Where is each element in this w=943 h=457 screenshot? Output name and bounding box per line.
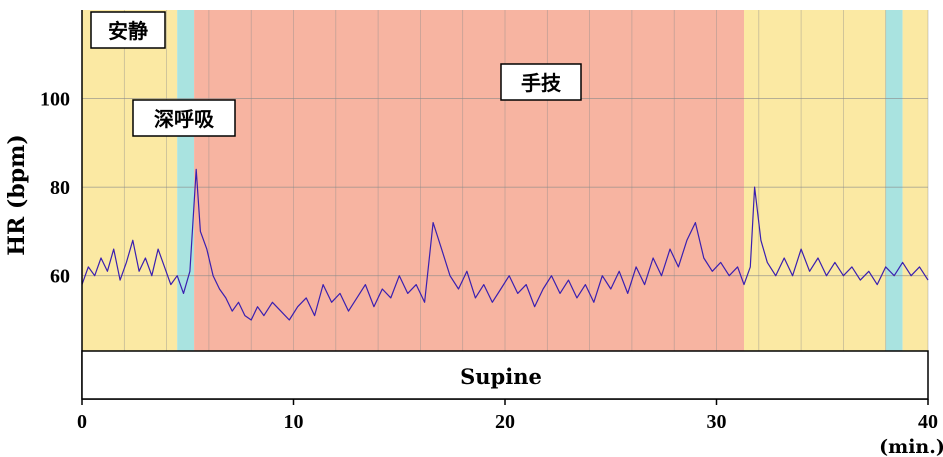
x-tick-label: 20	[495, 411, 515, 433]
phase-label-deep-breath: 深呼吸	[132, 99, 236, 137]
phase-label-procedure: 手技	[500, 63, 582, 101]
phase-band-0	[82, 10, 178, 351]
phase-band-1	[177, 10, 195, 351]
x-axis-unit: (min.)	[879, 436, 943, 457]
svg-text:手技: 手技	[521, 71, 562, 95]
phase-backgrounds	[82, 10, 928, 351]
y-tick-label: 60	[50, 266, 70, 288]
y-tick-label: 100	[40, 89, 70, 111]
svg-text:深呼吸: 深呼吸	[154, 107, 215, 131]
grid	[81, 10, 929, 351]
svg-text:Supine: Supine	[460, 364, 542, 389]
phase-label-rest: 安静	[90, 11, 166, 49]
posture-band: Supine	[81, 350, 929, 400]
series	[81, 168, 929, 321]
phase-band-3	[743, 10, 886, 351]
phase-band-4	[885, 10, 903, 351]
x-tick-label: 40	[918, 411, 938, 433]
phase-band-2	[194, 10, 744, 351]
series-line-0	[81, 168, 929, 321]
svg-text:安静: 安静	[108, 19, 148, 43]
phase-band-5	[902, 10, 928, 351]
y-tick-label: 80	[50, 177, 70, 199]
x-tick-label: 0	[77, 411, 87, 433]
y-axis-label: HR (bpm)	[4, 134, 30, 256]
x-tick-label: 10	[284, 411, 304, 433]
x-tick-label: 30	[707, 411, 727, 433]
